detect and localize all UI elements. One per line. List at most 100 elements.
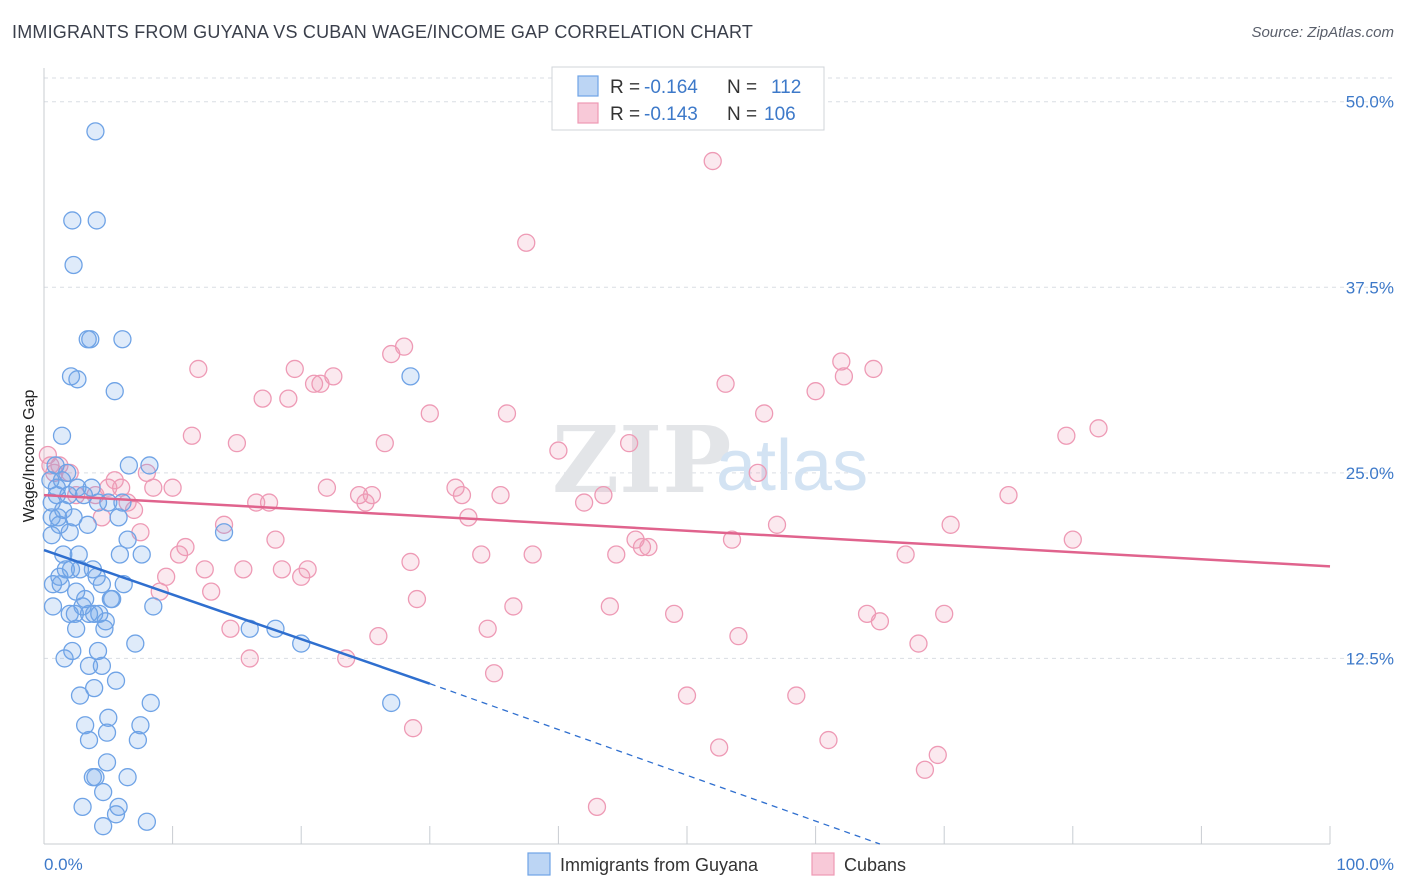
guyana-point	[126, 634, 145, 653]
cubans-point	[787, 686, 806, 705]
cubans-point	[317, 478, 337, 497]
cubans-point	[517, 233, 536, 252]
cubans-point	[240, 649, 259, 668]
cubans-point	[195, 560, 214, 579]
guyana-point	[64, 508, 83, 527]
cubans-point	[349, 485, 369, 505]
cubans-point	[523, 545, 542, 564]
cubans-point	[144, 478, 163, 497]
cubans-point	[452, 485, 472, 505]
guyana-point	[113, 330, 132, 349]
guyana-point	[94, 782, 113, 802]
guyana-trend-extension	[429, 683, 881, 845]
guyana-point	[401, 367, 420, 386]
cubans-point	[304, 374, 324, 393]
cubans-point	[375, 434, 394, 453]
cubans-point	[420, 404, 439, 423]
cubans-point	[632, 537, 652, 557]
legend-r-label-blue: R =	[610, 77, 640, 98]
legend-r-value-pink: -0.143	[644, 104, 698, 125]
guyana-point	[73, 797, 92, 817]
y-tick-label: 12.5%	[1346, 649, 1394, 668]
y-tick-label: 50.0%	[1346, 93, 1394, 112]
x-tick-label-min: 0.0%	[44, 855, 83, 874]
guyana-point	[68, 370, 87, 389]
cubans-point	[50, 456, 69, 475]
cubans-point	[157, 567, 176, 586]
cubans-point	[253, 389, 272, 408]
cubans-point	[832, 352, 851, 371]
cubans-point	[587, 797, 607, 817]
cubans-point	[703, 151, 722, 171]
x-tick-label-max: 100.0%	[1336, 855, 1394, 874]
guyana-point	[87, 211, 106, 230]
guyana-point	[118, 530, 137, 549]
cubans-point	[285, 359, 304, 379]
cubans-point	[292, 567, 311, 586]
cubans-point	[1063, 530, 1082, 549]
cubans-point	[472, 545, 491, 564]
guyana-trend-line	[43, 548, 431, 685]
guyana-point	[109, 797, 128, 817]
guyana-point	[63, 641, 82, 661]
guyana-point	[43, 575, 63, 594]
guyana-point	[57, 463, 77, 482]
guyana-point	[106, 805, 126, 824]
cubans-point	[864, 359, 883, 379]
guyana-point	[140, 456, 159, 475]
guyana-point	[67, 619, 86, 638]
bottom-legend-swatch-cubans	[811, 852, 835, 876]
cubans-trend-line	[43, 493, 1331, 568]
cubans-point	[819, 730, 838, 750]
guyana-point	[63, 211, 82, 230]
guyana-point	[97, 723, 117, 742]
guyana-point	[92, 656, 112, 675]
guyana-point	[137, 812, 157, 831]
cubans-point	[491, 485, 510, 505]
cubans-point	[1057, 426, 1076, 445]
guyana-point	[85, 678, 104, 698]
cubans-point	[169, 545, 189, 564]
cubans-point	[234, 560, 253, 579]
cubans-point	[722, 530, 742, 549]
guyana-point	[81, 330, 100, 349]
cubans-point	[227, 434, 247, 453]
guyana-point	[382, 693, 401, 713]
cubans-point	[221, 619, 240, 638]
cubans-point	[484, 664, 504, 683]
bottom-legend-label-cubans: Cubans	[844, 855, 906, 875]
guyana-point	[52, 426, 72, 445]
legend-r-value-blue: -0.164	[644, 77, 698, 98]
guyana-point	[86, 122, 105, 141]
guyana-point	[60, 523, 79, 542]
guyana-point	[92, 575, 112, 594]
trend-lines	[43, 493, 1331, 845]
guyana-point	[214, 523, 234, 542]
cubans-point	[446, 478, 465, 497]
cubans-point	[710, 738, 729, 757]
cubans-point	[369, 627, 388, 646]
guyana-point	[78, 515, 97, 534]
cubans-point	[870, 612, 890, 631]
cubans-point	[407, 589, 427, 609]
cubans-point	[594, 485, 613, 505]
cubans-point	[896, 545, 915, 564]
cubans-point	[806, 382, 825, 401]
cubans-point	[67, 485, 86, 505]
stats-legend: R = -0.164 N = 112 R = -0.143 N = 106	[551, 66, 825, 131]
guyana-point	[144, 597, 163, 616]
legend-n-label-blue: N =	[727, 77, 757, 98]
guyana-point	[79, 656, 99, 675]
cubans-point	[298, 560, 317, 579]
cubans-point	[176, 537, 195, 557]
guyana-point	[132, 545, 151, 564]
series-legend: Immigrants from Guyana Cubans	[527, 852, 906, 876]
guyana-point	[95, 619, 114, 638]
cubans-point	[163, 478, 182, 497]
guyana-point	[131, 716, 150, 735]
cubans-point	[607, 545, 626, 564]
guyana-point	[96, 612, 115, 631]
cubans-point	[394, 337, 414, 356]
cubans-point	[549, 441, 568, 460]
cubans-point	[755, 404, 774, 423]
